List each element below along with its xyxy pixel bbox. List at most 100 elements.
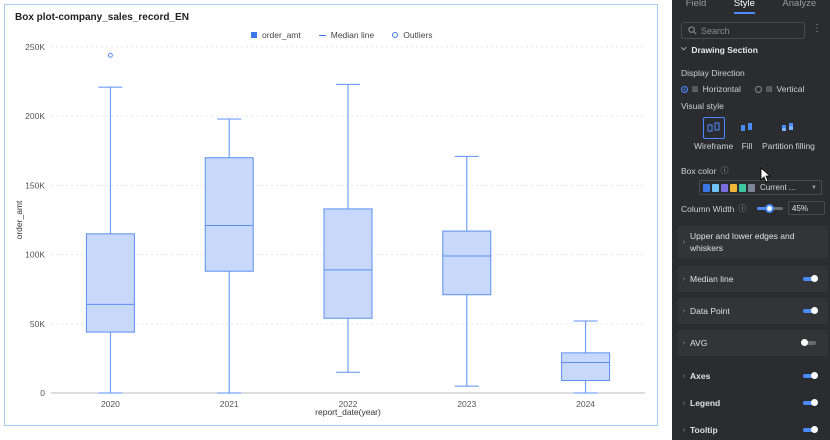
partition-fill-icon (777, 117, 799, 139)
accordion-avg[interactable]: › AVG (678, 330, 828, 356)
direction-options: ▥ Horizontal ▤ Vertical (681, 84, 804, 94)
section-legend[interactable]: › Legend (678, 393, 828, 413)
x-axis-label: report_date(year) (315, 407, 381, 417)
chevron-right-icon: › (682, 307, 686, 315)
section-label: Axes (690, 371, 711, 381)
section-tooltip[interactable]: › Tooltip (678, 420, 828, 440)
accordion-whiskers[interactable]: › Upper and lower edges and whiskers (678, 226, 828, 258)
more-icon[interactable]: ⋮ (812, 23, 822, 34)
style-label: Fill (741, 141, 753, 151)
line-icon (318, 34, 326, 36)
y-tick-label: 50K (30, 319, 45, 329)
legend-toggle[interactable] (803, 399, 818, 406)
legend-item-median[interactable]: Median line (318, 30, 375, 40)
radio-horizontal[interactable] (681, 85, 688, 93)
chevron-down-icon: ⌵ (681, 45, 687, 52)
box (323, 208, 373, 319)
style-label: Partition filling (762, 141, 815, 151)
color-swatch (712, 183, 719, 192)
box (561, 352, 611, 382)
style-partition-filling[interactable]: Partition filling (762, 117, 815, 151)
y-tick-label: 250K (25, 42, 45, 52)
column-width-label: Column Width (681, 203, 735, 214)
chevron-right-icon: › (682, 426, 686, 434)
chevron-right-icon: › (682, 275, 686, 283)
horizontal-label: Horizontal (702, 84, 741, 94)
accordion-label: Upper and lower edges and whiskers (690, 231, 795, 253)
y-tick-label: 200K (25, 111, 45, 121)
mouse-cursor-icon (760, 167, 772, 183)
tab-field[interactable]: Field (685, 0, 707, 9)
legend-item-series[interactable]: order_amt (251, 30, 301, 40)
legend-label: order_amt (262, 30, 301, 40)
vertical-label: Vertical (776, 84, 805, 94)
style-fill[interactable]: Fill (736, 117, 758, 151)
y-tick-label: 0 (40, 388, 45, 398)
section-label: Legend (690, 398, 721, 408)
box (442, 230, 492, 296)
fill-icon (736, 117, 758, 139)
column-width-input[interactable]: 45% (788, 201, 825, 215)
radio-vertical[interactable] (754, 85, 762, 93)
circle-icon (392, 32, 399, 38)
tooltip-toggle[interactable] (803, 426, 818, 433)
slider-knob[interactable] (764, 204, 774, 213)
panel-tabs: Field Style Analyze (672, 0, 830, 14)
style-panel: Field Style Analyze Search ⋮ ⌵ Drawing Se… (672, 0, 830, 440)
accordion-data-point[interactable]: › Data Point (678, 298, 828, 324)
x-tick-label: 2024 (576, 399, 595, 409)
color-swatch (703, 183, 710, 192)
section-label: Tooltip (690, 425, 718, 435)
square-icon (251, 32, 257, 38)
chevron-right-icon: › (682, 372, 686, 380)
info-icon: ⓘ (720, 166, 729, 175)
color-swatch (721, 183, 728, 192)
section-title: Drawing Section (691, 45, 758, 55)
x-tick-label: 2020 (101, 399, 120, 409)
chevron-right-icon: › (682, 339, 686, 347)
legend-item-outliers[interactable]: Outliers (392, 30, 433, 40)
box (204, 157, 254, 272)
box-color-select[interactable]: Current ... ▼ (699, 180, 822, 195)
section-axes[interactable]: › Axes (678, 366, 828, 386)
data-point-toggle[interactable] (803, 307, 818, 314)
style-wireframe[interactable]: Wireframe (694, 117, 733, 151)
search-icon (688, 26, 697, 35)
column-width-slider[interactable] (757, 204, 783, 213)
column-width-row: Column Width ⓘ (681, 203, 746, 214)
x-tick-label: 2022 (339, 399, 358, 409)
tab-style[interactable]: Style (733, 0, 755, 14)
visual-style-label: Visual style (681, 101, 724, 111)
drawing-section-header[interactable]: ⌵ Drawing Section (681, 45, 758, 55)
vertical-bars-icon: ▤ (765, 86, 773, 93)
box (85, 233, 135, 333)
info-icon: ⓘ (738, 204, 747, 213)
chart-card: Box plot-company_sales_record_EN order_a… (4, 4, 658, 426)
horizontal-bars-icon: ▥ (692, 86, 699, 93)
chart-legend: order_amt Median line Outliers (251, 30, 433, 40)
slider-fill (757, 207, 769, 210)
median-line-toggle[interactable] (803, 275, 818, 282)
accordion-label: Median line (690, 274, 734, 284)
style-label: Wireframe (694, 141, 734, 151)
wireframe-icon (702, 117, 725, 139)
search-input[interactable]: Search (681, 22, 805, 39)
x-tick-label: 2021 (220, 399, 239, 409)
box-color-value: Current ... (760, 183, 796, 192)
chart-title: Box plot-company_sales_record_EN (15, 12, 189, 23)
search-placeholder: Search (701, 25, 730, 36)
chevron-right-icon: › (682, 238, 686, 246)
y-tick-label: 100K (25, 250, 45, 260)
accordion-median-line[interactable]: › Median line (678, 266, 828, 292)
y-axis-label: order_amt (14, 200, 24, 239)
box-color-label: Box color (681, 165, 717, 176)
legend-label: Median line (330, 30, 375, 40)
tab-analyze[interactable]: Analyze (782, 0, 817, 9)
caret-down-icon: ▼ (811, 184, 817, 191)
avg-toggle[interactable] (801, 339, 816, 346)
y-tick-label: 150K (25, 180, 45, 190)
color-swatch (730, 183, 737, 192)
box-color-row: Box color ⓘ (681, 165, 728, 176)
axes-toggle[interactable] (803, 372, 818, 379)
legend-label: Outliers (403, 30, 433, 40)
